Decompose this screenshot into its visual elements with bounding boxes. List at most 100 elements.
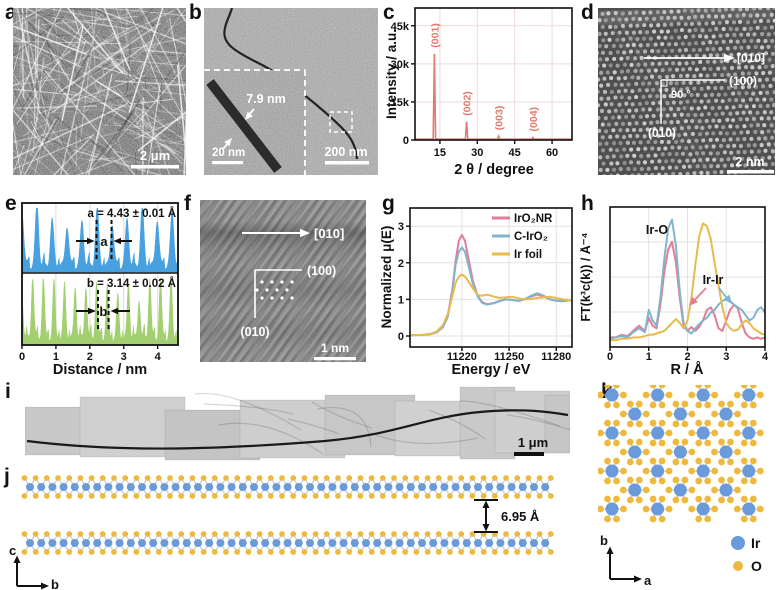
b-marker-label: b bbox=[99, 304, 107, 319]
b-arrow-left-head bbox=[88, 307, 96, 315]
angle-label: 90 ° bbox=[671, 89, 691, 101]
svg-text:3: 3 bbox=[723, 351, 729, 363]
svg-text:30k: 30k bbox=[391, 59, 410, 71]
a-spacing-annotation: a = 4.43 ± 0.01 Å bbox=[88, 207, 176, 220]
svg-text:(001): (001) bbox=[429, 23, 441, 48]
ir-ir-annotation: Ir-Ir bbox=[703, 273, 724, 287]
svg-text:0: 0 bbox=[607, 351, 613, 363]
exafs-plot: 0 1 2 3 4 bbox=[607, 206, 769, 363]
scale-bar bbox=[727, 170, 774, 174]
width-arrow-top-head bbox=[245, 111, 253, 120]
scale-bar-label: 200 nm bbox=[324, 145, 367, 159]
axis-b-label: b bbox=[600, 533, 608, 548]
panel-label-e: e bbox=[5, 192, 17, 215]
interlayer-spacing-label: 6.95 Å bbox=[501, 509, 540, 524]
scale-bar-label: 2 μm bbox=[140, 148, 170, 163]
svg-text:11280: 11280 bbox=[541, 351, 571, 363]
o-legend-swatch bbox=[733, 561, 743, 571]
a-arrow-left-head bbox=[87, 237, 95, 245]
svg-text:2: 2 bbox=[398, 258, 404, 270]
direction-label: [010] bbox=[314, 226, 344, 241]
xanes-chart: 11220 11250 11280 0 1 2 3 IrO₂NR C-IrO₂ Ir foil N… bbox=[380, 207, 573, 378]
sem-nanowire-image: 2 μm bbox=[13, 8, 186, 175]
hrtem-lattice-image: [010] (100) 90 ° (010) 2 nm bbox=[598, 8, 775, 175]
axis-c-arrow-head bbox=[13, 555, 21, 563]
panel-label-c: c bbox=[383, 1, 395, 24]
ribbon-width-label: 7.9 nm bbox=[246, 92, 286, 106]
svg-text:60: 60 bbox=[546, 147, 558, 159]
atom-grid bbox=[598, 385, 764, 523]
xanes-x-axis-label: Energy / eV bbox=[452, 362, 531, 378]
crystal-structure-top-view: Ir O b a bbox=[598, 385, 764, 588]
axis-b-arrow-head bbox=[606, 546, 614, 554]
nanowire-texture bbox=[13, 8, 186, 175]
svg-text:0: 0 bbox=[398, 331, 404, 343]
direction-label: [010] bbox=[737, 51, 765, 65]
panel-label-i: i bbox=[5, 380, 11, 403]
inset-scale-bar bbox=[212, 161, 243, 165]
panel-label-h: h bbox=[581, 192, 594, 215]
hrtem-ribbon-overlay: [010] (100) (010) 1 nm bbox=[240, 226, 356, 361]
svg-text:15: 15 bbox=[434, 147, 446, 159]
plane-label-010: (010) bbox=[240, 325, 269, 339]
panel-label-d: d bbox=[581, 1, 594, 24]
montage-tiles bbox=[25, 386, 570, 461]
tem-montage-image: 1 μm bbox=[25, 386, 570, 461]
svg-text:11250: 11250 bbox=[494, 351, 524, 363]
plane-label-100: (100) bbox=[729, 74, 757, 88]
scale-bar bbox=[131, 165, 179, 169]
b-arrow-right-head bbox=[110, 307, 118, 315]
svg-text:3: 3 bbox=[398, 221, 404, 233]
svg-text:45: 45 bbox=[509, 147, 521, 159]
xrd-x-axis-label: 2 θ / degree bbox=[454, 162, 534, 178]
svg-text:0: 0 bbox=[19, 351, 25, 363]
svg-text:(002): (002) bbox=[462, 91, 474, 116]
exafs-x-axis-label: R / Å bbox=[670, 361, 704, 378]
exafs-y-axis-label: FT(k³c(k)) / Å⁻⁴ bbox=[580, 232, 593, 321]
atom-position-dots bbox=[255, 280, 294, 300]
o-legend-label: O bbox=[751, 558, 762, 574]
svg-text:2: 2 bbox=[87, 351, 93, 363]
axis-c-label: c bbox=[9, 543, 16, 558]
svg-text:1: 1 bbox=[398, 294, 404, 306]
xrd-chart: 15 30 45 60 0 15k 30k 45k (001) (002) (003) (004) I… bbox=[384, 7, 573, 178]
svg-text:0: 0 bbox=[403, 135, 409, 147]
a-marker-label: a bbox=[100, 234, 108, 249]
svg-text:(003): (003) bbox=[494, 106, 506, 131]
svg-text:1: 1 bbox=[646, 351, 652, 363]
plane-label-100: (100) bbox=[307, 264, 336, 278]
atomic-lattice-dots bbox=[598, 8, 775, 175]
scale-bar-label: 1 μm bbox=[518, 435, 548, 450]
svg-text:15k: 15k bbox=[391, 97, 410, 109]
svg-text:4: 4 bbox=[155, 351, 162, 363]
direction-arrow-head bbox=[300, 228, 310, 238]
plane-label-010: (010) bbox=[648, 126, 676, 140]
scale-bar-label: 2 nm bbox=[735, 155, 764, 169]
scale-bar bbox=[514, 452, 544, 456]
scale-bar bbox=[314, 357, 356, 361]
crystal-structure-side-view: 6.95 Å c b bbox=[9, 475, 554, 590]
exafs-chart: 0 1 2 3 4 Ir-O Ir-Ir FT(k³c(k)) / Å⁻⁴ R / Å bbox=[580, 206, 769, 378]
svg-text:(004): (004) bbox=[528, 107, 540, 132]
svg-text:30: 30 bbox=[471, 147, 483, 159]
svg-text:3: 3 bbox=[121, 351, 127, 363]
ir-legend-swatch bbox=[731, 536, 745, 550]
tem-nanoribbon-image: 7.9 nm 20 nm 200 nm bbox=[204, 8, 378, 175]
xrd-y-axis-label: Intensity / a.u. bbox=[384, 29, 399, 119]
axis-b-arrow-head bbox=[41, 582, 49, 590]
svg-text:11220: 11220 bbox=[447, 351, 477, 363]
panel-label-j: j bbox=[4, 465, 10, 488]
panel-label-b: b bbox=[189, 1, 202, 24]
width-arrow-bottom-head bbox=[224, 138, 232, 147]
spacing-arrow-up-head bbox=[482, 500, 490, 508]
svg-text:C-IrO₂: C-IrO₂ bbox=[514, 231, 548, 243]
axis-a-arrow-head bbox=[634, 575, 642, 583]
svg-text:45k: 45k bbox=[391, 21, 410, 33]
roi-box bbox=[329, 111, 353, 133]
svg-text:2: 2 bbox=[684, 351, 690, 363]
profile-plot: 0 1 2 3 4 bbox=[19, 202, 179, 363]
hrtem-ribbon-image: [010] (100) (010) 1 nm bbox=[200, 200, 366, 362]
ir-legend-label: Ir bbox=[751, 535, 761, 551]
inset-scale-bar-label: 20 nm bbox=[212, 147, 245, 159]
